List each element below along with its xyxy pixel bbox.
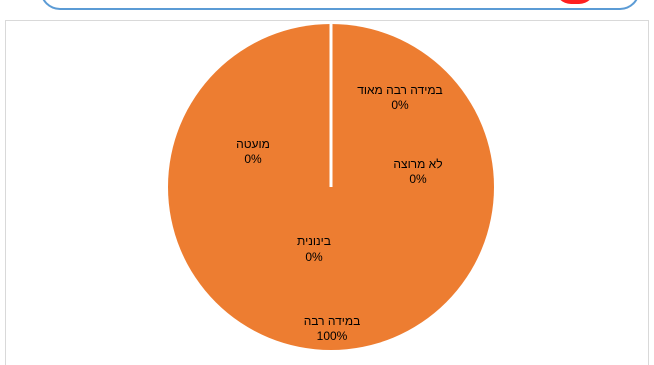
value-label: 0% bbox=[391, 98, 409, 112]
data-label-muata: מועטה 0% bbox=[236, 137, 270, 166]
value-label: 100% bbox=[317, 329, 348, 343]
category-label: בינונית bbox=[297, 234, 331, 248]
data-label-bmida-raba-meod: במידה רבה מאוד 0% bbox=[357, 83, 443, 112]
value-label: 0% bbox=[305, 250, 323, 264]
chart-area bbox=[5, 20, 649, 365]
category-label: במידה רבה מאוד bbox=[357, 83, 443, 97]
category-label: מועטה bbox=[236, 137, 270, 151]
data-label-bmida-raba: במידה רבה 100% bbox=[304, 314, 361, 343]
value-label: 0% bbox=[409, 172, 427, 186]
data-label-beinonit: בינונית 0% bbox=[297, 234, 331, 264]
category-label: לא מרוצה bbox=[393, 157, 442, 171]
value-label: 0% bbox=[244, 152, 262, 166]
category-label: במידה רבה bbox=[304, 314, 361, 328]
data-label-lo-merutze: לא מרוצה 0% bbox=[393, 157, 442, 186]
